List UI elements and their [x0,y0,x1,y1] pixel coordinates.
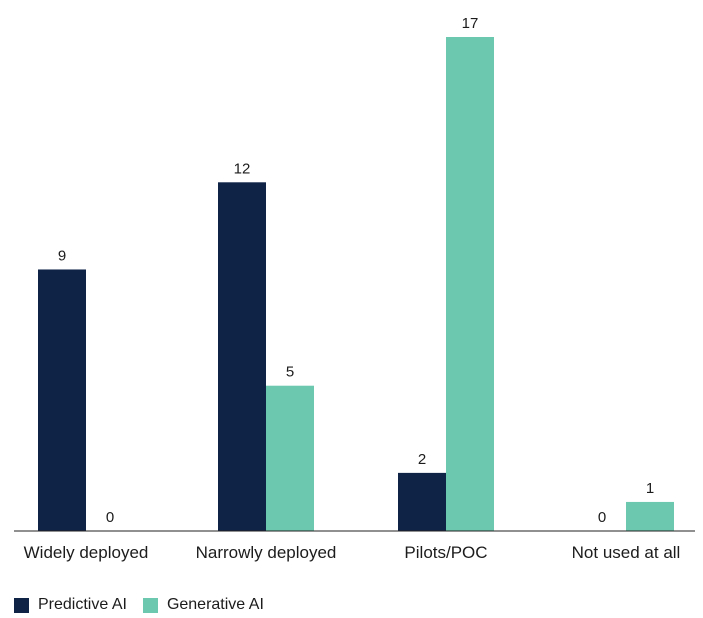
value-label-generative-ai-pilots-poc: 17 [462,15,479,32]
value-label-generative-ai-not-used-at-all: 1 [646,480,654,497]
bar-generative-ai-not-used-at-all [626,501,674,531]
legend-item-predictive: Predictive AI [14,596,127,614]
legend-item-generative: Generative AI [142,596,264,614]
bars-layer [38,37,674,531]
value-label-generative-ai-widely-deployed: 0 [106,509,114,526]
bar-chart: 9 0 12 5 2 17 0 1 Widely deployed Narrowly deplo… [14,15,695,562]
category-labels-layer: Widely deployed Narrowly deployed Pilots/P… [24,543,681,562]
value-label-predictive-ai-widely-deployed: 9 [58,247,66,264]
legend-label-predictive: Predictive AI [38,596,127,613]
legend-label-generative: Generative AI [166,596,264,613]
bar-generative-ai-pilots-poc [446,37,494,531]
value-label-generative-ai-narrowly-deployed: 5 [286,364,294,381]
category-label-narrowly-deployed: Narrowly deployed [196,543,337,562]
bar-predictive-ai-widely-deployed [38,269,86,531]
value-labels-layer: 9 0 12 5 2 17 0 1 [58,15,654,526]
legend-swatch-generative [142,597,158,613]
value-label-predictive-ai-not-used-at-all: 0 [598,509,606,526]
value-label-predictive-ai-pilots-poc: 2 [418,451,426,468]
legend: Predictive AI Generative AI [14,596,280,614]
bar-predictive-ai-pilots-poc [398,472,446,531]
category-label-not-used-at-all: Not used at all [572,543,681,562]
category-label-pilots-poc: Pilots/POC [404,543,487,562]
value-label-predictive-ai-narrowly-deployed: 12 [234,160,251,177]
category-label-widely-deployed: Widely deployed [24,543,149,562]
bar-generative-ai-narrowly-deployed [266,385,314,531]
bar-predictive-ai-narrowly-deployed [218,182,266,531]
legend-swatch-predictive [14,597,29,613]
